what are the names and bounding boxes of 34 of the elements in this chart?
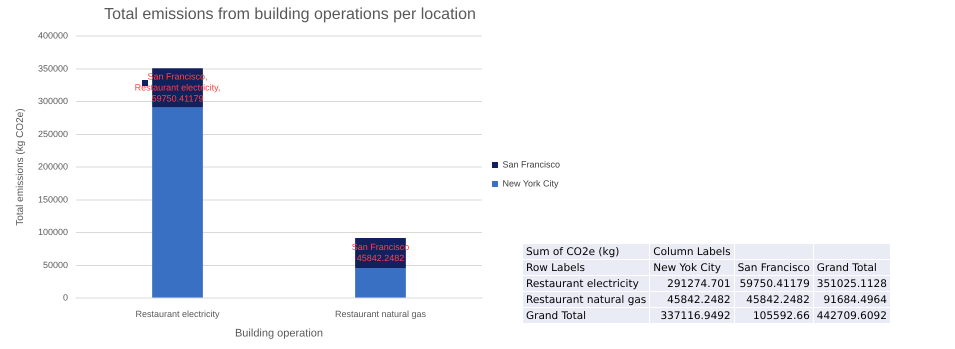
text: Restaurant electricity [522,276,650,292]
y-tick-label: 0 [63,292,68,302]
chart-title: Total emissions from building operations per location [104,6,476,24]
text: 351025.1128 [813,276,890,292]
y-tick-label: 400000 [38,30,68,41]
bar [152,107,203,298]
legend-label: San Francisco [502,159,560,170]
y-tick-label: 250000 [38,128,68,139]
text: New Yok City [650,260,734,276]
y-tick-label: 200000 [38,162,68,172]
text: 442709.6092 [813,308,890,324]
text: San Francisco [734,260,814,276]
y-tick-label: 350000 [38,63,68,74]
text: Row Labels [522,260,650,276]
text: Sum of CO2e (kg) [522,244,650,260]
y-tick-label: 50000 [43,260,68,270]
text: 45842.2482 [734,292,814,308]
text: 45842.2482 [650,292,734,308]
x-axis-title: Building operation [234,327,324,340]
text: 91684.4964 [813,292,890,308]
y-axis-title: Total emissions (kg CO2e) [14,108,26,226]
text: Grand Total [813,260,890,276]
text: 337116.9492 [650,308,734,324]
text: 105592.66 [734,308,814,324]
text: Restaurant natural gas [522,292,650,308]
text: 59750.41179 [734,276,814,292]
y-tick-label: 150000 [38,194,68,204]
text: Grand Total [522,308,650,324]
bar [355,268,406,298]
y-tick-label: 100000 [38,227,68,238]
text: 291274.701 [650,276,734,292]
y-tick-label: 300000 [38,96,68,106]
legend-label: New York City [502,178,559,188]
text: Column Labels [650,244,734,260]
